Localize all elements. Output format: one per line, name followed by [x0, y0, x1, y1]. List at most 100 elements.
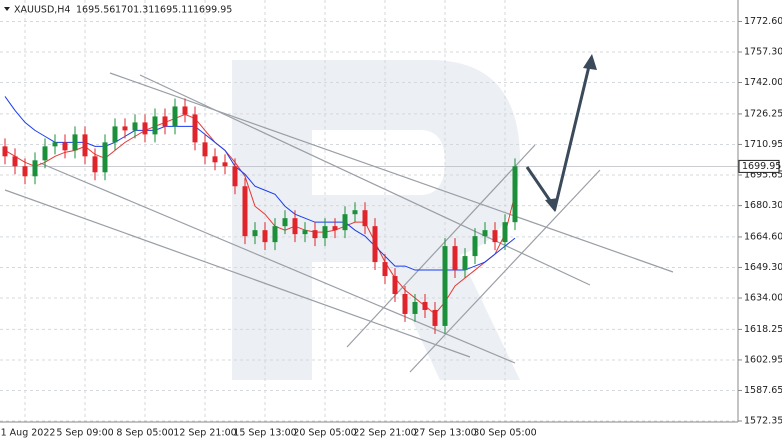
- candle-body: [112, 126, 118, 143]
- plot: [2, 96, 518, 334]
- x-tick-label: 31 Aug 2022: [0, 428, 55, 439]
- candle-body: [182, 106, 188, 115]
- candle-body: [302, 230, 308, 235]
- arrow-path: [525, 61, 592, 212]
- indicator-line: [4, 113, 516, 315]
- y-tick-label: 1695.65: [744, 169, 782, 180]
- candle-body: [242, 186, 248, 237]
- candle-body: [382, 262, 388, 277]
- candle-body: [292, 218, 298, 235]
- x-tick-label: 27 Sep 13:00: [413, 428, 476, 439]
- candle-body: [162, 116, 168, 127]
- y-tick-label: 1757.30: [744, 46, 782, 57]
- candle-body: [472, 236, 478, 257]
- candle-body: [432, 309, 438, 326]
- indicator-line: [4, 96, 516, 271]
- watermark: [232, 60, 520, 380]
- candle-body: [402, 294, 408, 314]
- trend-line: [4, 189, 471, 358]
- x-tick-label: 15 Sep 13:00: [233, 428, 296, 439]
- candle-body: [352, 210, 358, 215]
- y-tick-label: 1602.95: [744, 354, 782, 365]
- menu-icon: [4, 7, 10, 11]
- candle-body: [482, 230, 488, 237]
- candle-body: [362, 210, 368, 227]
- candle-body: [422, 301, 428, 310]
- candle-body: [442, 246, 448, 326]
- y-tick-label: 1587.65: [744, 385, 782, 396]
- high: 1701.31: [115, 5, 154, 16]
- x-tick-label: 20 Sep 05:00: [293, 428, 356, 439]
- candle-body: [132, 122, 138, 131]
- candle-body: [492, 230, 498, 243]
- candle-body: [192, 114, 198, 143]
- candle-body: [212, 156, 218, 163]
- candle-body: [252, 230, 258, 237]
- candle-body: [2, 146, 8, 157]
- candle-body: [22, 166, 28, 177]
- low: 1695.11: [154, 5, 193, 16]
- candle-body: [152, 116, 158, 135]
- candle-body: [262, 230, 268, 243]
- price-label: 1699.95: [742, 161, 781, 172]
- candle-body: [342, 214, 348, 231]
- candle-body: [512, 166, 518, 223]
- candle-body: [412, 301, 418, 314]
- candle-body: [282, 218, 288, 227]
- trend-line: [346, 144, 536, 348]
- y-tick-label: 1634.00: [744, 292, 782, 303]
- trend-line: [139, 74, 591, 286]
- price-box: [738, 159, 780, 173]
- candle-body: [332, 226, 338, 231]
- candle-body: [12, 156, 18, 167]
- candle-body: [62, 142, 68, 151]
- candle-body: [272, 226, 278, 243]
- grid: [0, 0, 738, 422]
- x-tick-label: 12 Sep 21:00: [173, 428, 236, 439]
- y-tick-label: 1649.30: [744, 262, 782, 273]
- y-tick-label: 1664.60: [744, 231, 782, 242]
- candle-body: [42, 146, 48, 161]
- candle-body: [392, 276, 398, 295]
- y-tick-label: 1572.35: [744, 416, 782, 427]
- y-tick-label: 1680.30: [744, 200, 782, 211]
- y-tick-label: 1726.25: [744, 108, 782, 119]
- candle-body: [92, 156, 98, 173]
- trend-line: [39, 162, 516, 364]
- x-tick-label: 30 Sep 05:00: [473, 428, 536, 439]
- candle-body: [222, 162, 228, 167]
- candle-body: [142, 122, 148, 135]
- candle-body: [172, 106, 178, 127]
- arrow-head: [583, 54, 597, 70]
- symbol: XAUUSD,H4: [14, 5, 70, 16]
- axes: 1772.60 1757.30 1742.00 1726.25 1710.95 1695.…: [0, 16, 782, 439]
- y-tick-label: 1618.25: [744, 324, 782, 335]
- candle-body: [52, 142, 58, 147]
- header: XAUUSD,H4 1695.56 1701.31 1695.11 1699.9…: [4, 5, 232, 16]
- candle-body: [102, 142, 108, 173]
- y-tick-label: 1772.60: [744, 16, 782, 27]
- candle-body: [462, 256, 468, 271]
- x-tick-label: 8 Sep 05:00: [116, 428, 173, 439]
- arrow-head: [545, 198, 558, 212]
- candle-body: [312, 230, 318, 239]
- candle-body: [322, 226, 328, 239]
- candle-body: [232, 166, 238, 187]
- x-tick-label: 22 Sep 21:00: [353, 428, 416, 439]
- trend-line: [109, 72, 674, 273]
- y-tick-label: 1742.00: [744, 77, 782, 88]
- candle-body: [502, 222, 508, 243]
- x-tick-label: 5 Sep 09:00: [56, 428, 113, 439]
- candle-body: [372, 226, 378, 263]
- open: 1695.56: [76, 5, 115, 16]
- y-tick-label: 1710.95: [744, 139, 782, 150]
- close: 1699.95: [193, 5, 232, 16]
- trend-line: [409, 169, 601, 373]
- candle-body: [452, 246, 458, 271]
- candle-body: [202, 142, 208, 157]
- forecast-arrows: [525, 54, 597, 212]
- candle-body: [72, 134, 78, 151]
- trend-lines: [4, 72, 674, 373]
- candle-body: [82, 134, 88, 157]
